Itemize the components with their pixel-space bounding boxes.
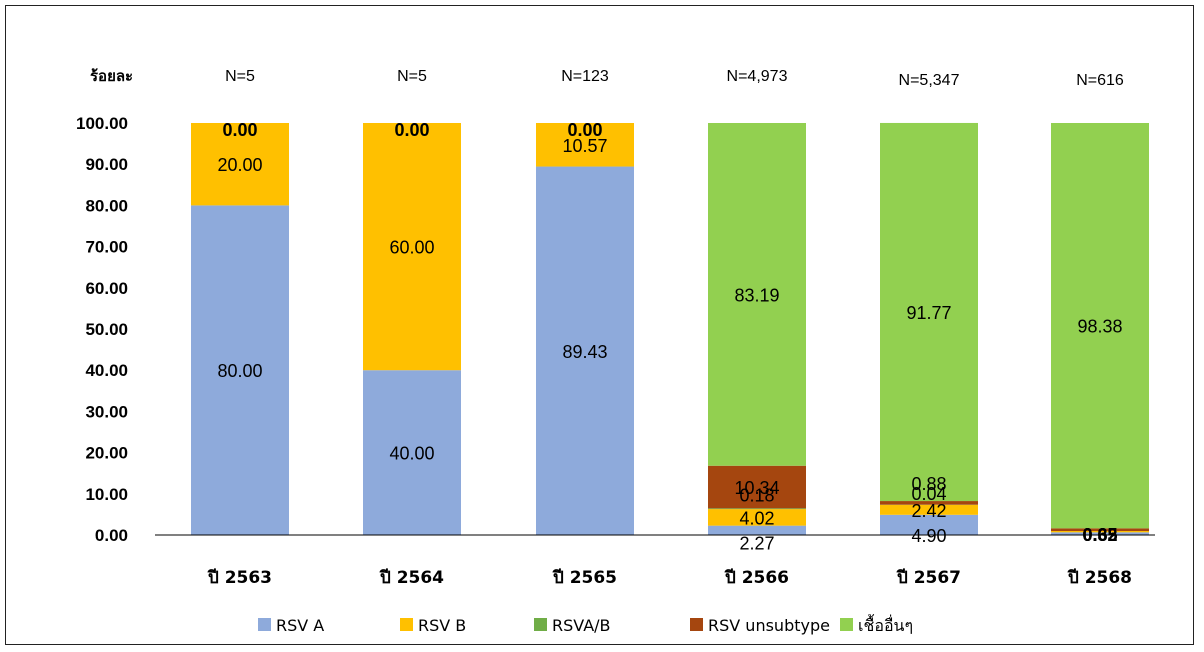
legend-label: RSVA/B — [552, 616, 611, 635]
data-label: 91.77 — [906, 303, 951, 323]
bar-segment — [1051, 123, 1149, 529]
data-label: 89.43 — [562, 342, 607, 362]
legend-label: เชื้ออื่นๆ — [858, 614, 913, 635]
y-tick-label: 0.00 — [95, 526, 128, 545]
data-label: 2.27 — [739, 533, 774, 553]
data-label: 60.00 — [389, 238, 434, 258]
bar-segment — [880, 122, 978, 502]
y-axis-unit-label: ร้อยละ — [90, 67, 133, 85]
y-tick-label: 20.00 — [85, 444, 128, 463]
x-category-label: ปี 2567 — [896, 567, 961, 588]
data-label: 10.57 — [562, 136, 607, 156]
bar-segment — [191, 205, 289, 535]
data-label: 0.00 — [567, 120, 602, 140]
legend-label: RSV unsubtype — [708, 616, 830, 635]
data-label: 0.00 — [394, 120, 429, 140]
bar-segments — [191, 122, 1149, 535]
legend-swatch — [534, 618, 547, 631]
bar-segment — [880, 501, 978, 505]
data-label: 0.88 — [911, 474, 946, 494]
bar-segment — [880, 514, 978, 535]
sample-size-label: N=5 — [397, 68, 427, 85]
bar-segment — [708, 509, 806, 526]
y-tick-label: 10.00 — [85, 485, 128, 504]
sample-size-label: N=5 — [225, 68, 255, 85]
bar-segment — [880, 504, 978, 515]
data-label: 83.19 — [734, 285, 779, 305]
bar-segment — [536, 123, 634, 167]
x-axis-category-labels: ปี 2563 ปี 2564 ปี 2565 ปี 2566 ปี 2567 ปี 25… — [207, 567, 1132, 588]
data-label: 80.00 — [217, 361, 262, 381]
legend-swatch — [258, 618, 271, 631]
data-label: 4.02 — [739, 508, 774, 528]
bar-segment — [191, 123, 289, 206]
y-tick-label: 100.00 — [76, 114, 128, 133]
x-category-label: ปี 2566 — [724, 567, 789, 588]
x-category-label: ปี 2568 — [1067, 567, 1132, 588]
data-label: 0.18 — [739, 486, 774, 506]
data-label: 20.00 — [217, 155, 262, 175]
bar-segment — [708, 123, 806, 466]
data-label: 10.34 — [734, 478, 779, 498]
bar-segment — [363, 123, 461, 371]
y-tick-label: 70.00 — [85, 238, 128, 257]
bar-segment — [708, 465, 806, 509]
y-tick-label: 60.00 — [85, 279, 128, 298]
sample-size-labels: N=5 N=5 N=123 N=4,973 N=5,347 N=616 — [225, 68, 1124, 89]
data-labels: 80.0020.000.0040.0060.000.0089.4310.570.… — [217, 120, 1122, 553]
sample-size-label: N=616 — [1076, 72, 1124, 89]
y-axis-tick-labels: 0.00 10.00 20.00 30.00 40.00 50.00 60.00 70.00 8… — [76, 114, 128, 545]
y-tick-label: 50.00 — [85, 320, 128, 339]
data-label: 40.00 — [389, 444, 434, 464]
legend-swatch — [840, 618, 853, 631]
x-category-label: ปี 2563 — [207, 567, 272, 588]
y-tick-label: 80.00 — [85, 196, 128, 215]
x-category-label: ปี 2565 — [552, 567, 617, 588]
data-label: 0.00 — [222, 120, 257, 140]
y-tick-label: 40.00 — [85, 361, 128, 380]
sample-size-label: N=4,973 — [727, 68, 788, 85]
data-label: 98.38 — [1077, 317, 1122, 337]
legend-label: RSV A — [276, 616, 324, 635]
bar-segment — [1051, 531, 1149, 533]
x-category-label: ปี 2564 — [379, 567, 444, 588]
legend-swatch — [400, 618, 413, 631]
y-tick-label: 30.00 — [85, 402, 128, 421]
bar-segment — [1051, 532, 1149, 535]
data-label: 0.04 — [911, 484, 946, 504]
bar-segment — [363, 370, 461, 535]
sample-size-label: N=123 — [561, 68, 609, 85]
legend-label: RSV B — [418, 616, 466, 635]
legend-swatch — [690, 618, 703, 631]
sample-size-label: N=5,347 — [899, 72, 960, 89]
data-label: 2.42 — [911, 501, 946, 521]
bar-segment — [536, 166, 634, 535]
bar-segment — [1051, 528, 1149, 532]
y-tick-label: 90.00 — [85, 155, 128, 174]
legend: RSV A RSV B RSVA/B RSV unsubtype เชื้ออื่นๆ — [258, 614, 913, 635]
bar-segment — [708, 508, 806, 510]
data-label: 4.90 — [911, 526, 946, 546]
bar-segment — [708, 525, 806, 535]
